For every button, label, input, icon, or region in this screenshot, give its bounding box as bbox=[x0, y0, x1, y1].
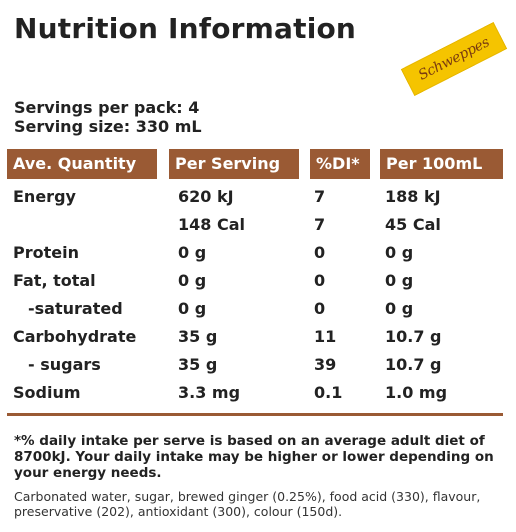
table-row: Sodium 3.3 mg 0.1 1.0 mg bbox=[0, 379, 516, 407]
table-row: Energy 620 kJ 7 188 kJ bbox=[0, 183, 516, 211]
header-per-serving: Per Serving bbox=[169, 149, 299, 179]
table-row: - sugars 35 g 39 10.7 g bbox=[0, 351, 516, 379]
di-value: 0 bbox=[314, 271, 326, 290]
table-row: Fat, total 0 g 0 0 g bbox=[0, 267, 516, 295]
table-header: Ave. Quantity Per Serving %DI* Per 100mL bbox=[7, 149, 503, 179]
per-100ml-value: 10.7 g bbox=[385, 327, 442, 346]
di-value: 7 bbox=[314, 187, 326, 206]
header-di: %DI* bbox=[310, 149, 370, 179]
per-100ml-value: 188 kJ bbox=[385, 187, 441, 206]
serving-info: Servings per pack: 4 Serving size: 330 m… bbox=[14, 98, 202, 136]
per-serving-value: 3.3 mg bbox=[178, 383, 241, 402]
page-title: Nutrition Information bbox=[14, 12, 357, 45]
per-serving-value: 0 g bbox=[178, 243, 207, 262]
per-100ml-value: 0 g bbox=[385, 243, 414, 262]
row-label: Sodium bbox=[13, 383, 81, 402]
per-serving-value: 35 g bbox=[178, 327, 218, 346]
table-row: 148 Cal 7 45 Cal bbox=[0, 211, 516, 239]
row-label: Protein bbox=[13, 243, 79, 262]
row-label: Energy bbox=[13, 187, 76, 206]
per-100ml-value: 1.0 mg bbox=[385, 383, 448, 402]
row-label: - sugars bbox=[28, 355, 101, 374]
per-serving-value: 148 Cal bbox=[178, 215, 245, 234]
di-value: 0.1 bbox=[314, 383, 343, 402]
table-row: Protein 0 g 0 0 g bbox=[0, 239, 516, 267]
header-ave-quantity: Ave. Quantity bbox=[7, 149, 157, 179]
di-value: 7 bbox=[314, 215, 326, 234]
per-100ml-value: 0 g bbox=[385, 299, 414, 318]
header-per-100ml: Per 100mL bbox=[380, 149, 503, 179]
table-row: -saturated 0 g 0 0 g bbox=[0, 295, 516, 323]
per-serving-value: 620 kJ bbox=[178, 187, 234, 206]
per-serving-value: 35 g bbox=[178, 355, 218, 374]
table-row: Carbohydrate 35 g 11 10.7 g bbox=[0, 323, 516, 351]
brand-logo: Schweppes bbox=[400, 22, 508, 96]
di-value: 39 bbox=[314, 355, 337, 374]
ingredients-list: Carbonated water, sugar, brewed ginger (… bbox=[14, 489, 481, 519]
table-bottom-rule bbox=[7, 413, 503, 416]
di-value: 0 bbox=[314, 243, 326, 262]
row-label: Fat, total bbox=[13, 271, 96, 290]
serving-size: Serving size: 330 mL bbox=[14, 117, 202, 136]
servings-per-pack: Servings per pack: 4 bbox=[14, 98, 200, 117]
row-label: -saturated bbox=[28, 299, 123, 318]
row-label: Carbohydrate bbox=[13, 327, 137, 346]
daily-intake-footnote: *% daily intake per serve is based on an… bbox=[14, 433, 494, 481]
per-serving-value: 0 g bbox=[178, 271, 207, 290]
per-serving-value: 0 g bbox=[178, 299, 207, 318]
di-value: 11 bbox=[314, 327, 337, 346]
di-value: 0 bbox=[314, 299, 326, 318]
per-100ml-value: 10.7 g bbox=[385, 355, 442, 374]
brand-logo-text: Schweppes bbox=[415, 34, 493, 84]
per-100ml-value: 0 g bbox=[385, 271, 414, 290]
per-100ml-value: 45 Cal bbox=[385, 215, 441, 234]
